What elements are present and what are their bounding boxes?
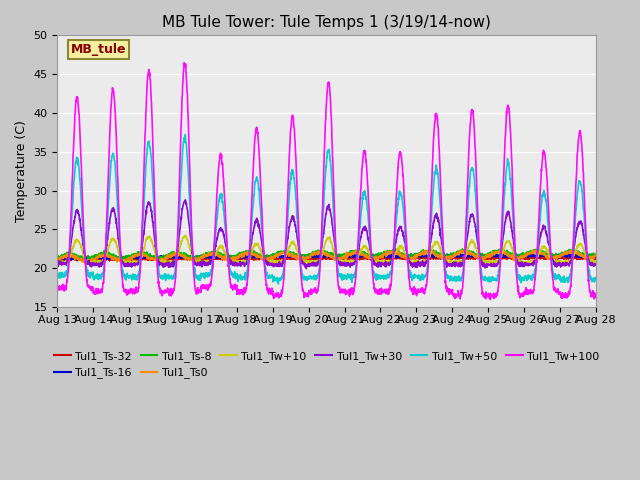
Tul1_Ts-32: [592, 255, 600, 261]
Tul1_Ts-8: [204, 252, 212, 257]
Tul1_Ts-16: [499, 250, 506, 256]
Tul1_Tw+50: [342, 276, 350, 282]
Tul1_Tw+50: [484, 275, 492, 281]
Tul1_Ts-16: [560, 251, 568, 256]
Tul1_Ts-8: [54, 255, 61, 261]
Tul1_Tw+50: [592, 275, 600, 280]
Tul1_Ts-32: [54, 257, 61, 263]
Line: Tul1_Ts-32: Tul1_Ts-32: [58, 256, 596, 261]
Tul1_Tw+50: [545, 231, 552, 237]
Tul1_Ts-16: [592, 252, 600, 258]
Tul1_Tw+100: [560, 292, 568, 298]
Tul1_Tw+30: [560, 262, 568, 268]
Tul1_Tw+30: [484, 262, 492, 268]
Line: Tul1_Ts-16: Tul1_Ts-16: [58, 253, 596, 261]
Tul1_Ts-8: [354, 249, 362, 254]
Tul1_Tw+10: [592, 260, 600, 265]
Tul1_Tw+10: [54, 258, 61, 264]
Tul1_Ts-8: [560, 251, 568, 257]
Tul1_Ts-16: [545, 253, 552, 259]
Tul1_Tw+50: [54, 271, 61, 276]
Tul1_Tw+100: [54, 282, 61, 288]
Tul1_Ts0: [204, 252, 212, 257]
Y-axis label: Temperature (C): Temperature (C): [15, 120, 28, 222]
Tul1_Ts0: [592, 252, 600, 258]
Tul1_Tw+50: [355, 244, 362, 250]
Tul1_Ts0: [81, 261, 89, 267]
Legend: Tul1_Ts-32, Tul1_Ts-16, Tul1_Ts-8, Tul1_Ts0, Tul1_Tw+10, Tul1_Tw+30, Tul1_Tw+50,: Tul1_Ts-32, Tul1_Ts-16, Tul1_Ts-8, Tul1_…: [49, 347, 604, 383]
Tul1_Ts-32: [559, 256, 567, 262]
Tul1_Ts-32: [342, 255, 350, 261]
Tul1_Tw+10: [484, 258, 492, 264]
Tul1_Ts0: [483, 253, 491, 259]
Tul1_Tw+10: [411, 261, 419, 267]
Tul1_Ts-16: [204, 254, 212, 260]
Tul1_Ts-32: [106, 258, 113, 264]
Tul1_Tw+50: [204, 272, 212, 278]
Tul1_Tw+30: [342, 263, 350, 268]
Tul1_Ts-32: [204, 256, 212, 262]
Line: Tul1_Tw+100: Tul1_Tw+100: [58, 63, 596, 300]
Tul1_Tw+100: [483, 293, 491, 299]
Tul1_Tw+100: [592, 294, 600, 300]
Tul1_Ts0: [560, 252, 568, 257]
Tul1_Ts-32: [581, 253, 589, 259]
Tul1_Ts-8: [459, 246, 467, 252]
Tul1_Tw+30: [545, 241, 552, 247]
Tul1_Ts-16: [74, 258, 82, 264]
Tul1_Ts-8: [592, 252, 600, 257]
Tul1_Ts-32: [483, 256, 491, 262]
Tul1_Tw+10: [560, 260, 568, 265]
Tul1_Tw+30: [182, 197, 189, 203]
Tul1_Tw+100: [545, 209, 552, 215]
Line: Tul1_Ts-8: Tul1_Ts-8: [58, 249, 596, 260]
Tul1_Ts-8: [484, 252, 492, 258]
Tul1_Tw+30: [204, 263, 212, 268]
Tul1_Tw+30: [54, 261, 61, 267]
Tul1_Ts0: [354, 250, 362, 256]
Tul1_Tw+100: [342, 289, 350, 295]
Title: MB Tule Tower: Tule Temps 1 (3/19/14-now): MB Tule Tower: Tule Temps 1 (3/19/14-now…: [162, 15, 491, 30]
Tul1_Tw+100: [180, 60, 188, 66]
Tul1_Ts-8: [545, 251, 552, 257]
Tul1_Tw+100: [204, 288, 212, 293]
Tul1_Ts-32: [354, 256, 362, 262]
Tul1_Ts-8: [342, 251, 350, 257]
Tul1_Ts-16: [483, 253, 491, 259]
Tul1_Tw+10: [545, 250, 552, 256]
Tul1_Tw+50: [560, 277, 568, 283]
Tul1_Tw+30: [592, 262, 600, 268]
Tul1_Ts0: [545, 254, 552, 260]
Line: Tul1_Tw+50: Tul1_Tw+50: [58, 134, 596, 284]
Tul1_Tw+100: [486, 297, 494, 302]
Tul1_Ts0: [54, 258, 61, 264]
Tul1_Ts-16: [342, 253, 350, 259]
Tul1_Ts-16: [354, 252, 362, 258]
Tul1_Ts-32: [545, 255, 552, 261]
Tul1_Ts0: [342, 253, 350, 259]
Text: MB_tule: MB_tule: [71, 43, 126, 56]
Line: Tul1_Tw+30: Tul1_Tw+30: [58, 200, 596, 269]
Tul1_Ts0: [532, 247, 540, 252]
Line: Tul1_Tw+10: Tul1_Tw+10: [58, 235, 596, 264]
Tul1_Ts-16: [54, 255, 61, 261]
Tul1_Tw+10: [181, 232, 189, 238]
Tul1_Tw+50: [182, 132, 189, 137]
Tul1_Tw+10: [354, 253, 362, 259]
Tul1_Tw+10: [204, 259, 212, 264]
Tul1_Ts-8: [81, 257, 88, 263]
Tul1_Tw+100: [354, 242, 362, 248]
Line: Tul1_Ts0: Tul1_Ts0: [58, 250, 596, 264]
Tul1_Tw+30: [355, 247, 362, 253]
Tul1_Tw+50: [275, 281, 282, 287]
Tul1_Tw+10: [342, 258, 350, 264]
Tul1_Tw+30: [303, 266, 310, 272]
